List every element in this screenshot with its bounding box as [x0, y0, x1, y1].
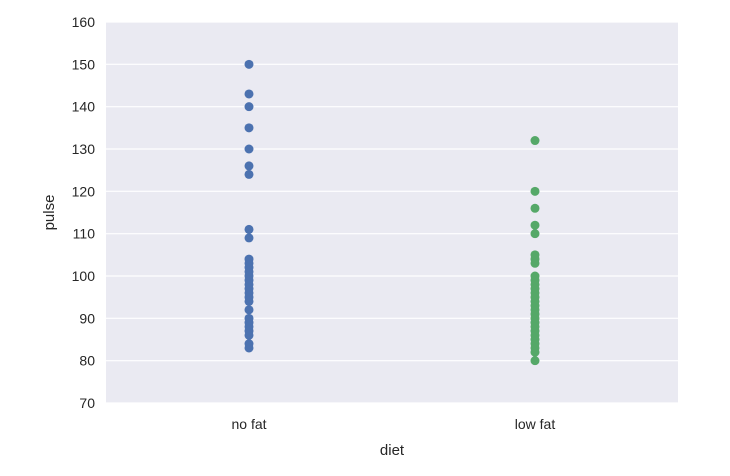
y-tick-label: 130: [72, 141, 96, 157]
y-tick-label: 160: [72, 14, 96, 30]
data-point: [244, 296, 254, 306]
x-axis-label: diet: [380, 442, 405, 459]
data-point: [530, 186, 540, 196]
data-point: [244, 343, 254, 353]
y-tick-labels: 70 80 90 100 110 120 130 140 150 160: [72, 14, 96, 411]
data-point: [244, 233, 254, 243]
y-tick-label: 80: [79, 353, 95, 369]
y-tick-label: 90: [79, 310, 95, 326]
data-point: [530, 229, 540, 239]
data-point: [530, 220, 540, 230]
grid-lines: [106, 21, 678, 404]
data-point: [530, 203, 540, 213]
data-point: [530, 356, 540, 366]
data-point: [244, 169, 254, 179]
y-tick-label: 140: [72, 99, 96, 115]
x-tick-labels: no fat low fat: [231, 416, 555, 432]
data-point: [244, 102, 254, 112]
y-tick-label: 150: [72, 56, 96, 72]
data-point: [244, 144, 254, 154]
y-tick-label: 120: [72, 183, 96, 199]
plot-area: [106, 22, 678, 403]
data-point: [530, 258, 540, 268]
data-point: [244, 123, 254, 133]
y-axis-label: pulse: [41, 195, 58, 231]
data-point: [244, 59, 254, 69]
x-tick-label: no fat: [231, 416, 266, 432]
data-point: [530, 347, 540, 357]
data-point: [244, 89, 254, 99]
y-tick-label: 100: [72, 268, 96, 284]
x-tick-label: low fat: [515, 416, 556, 432]
data-point: [530, 136, 540, 146]
data-point: [244, 330, 254, 340]
data-point: [244, 161, 254, 171]
y-tick-label: 70: [79, 395, 95, 411]
data-points: [244, 59, 540, 366]
data-point: [244, 224, 254, 234]
y-tick-label: 110: [73, 226, 96, 242]
data-point: [244, 305, 254, 315]
